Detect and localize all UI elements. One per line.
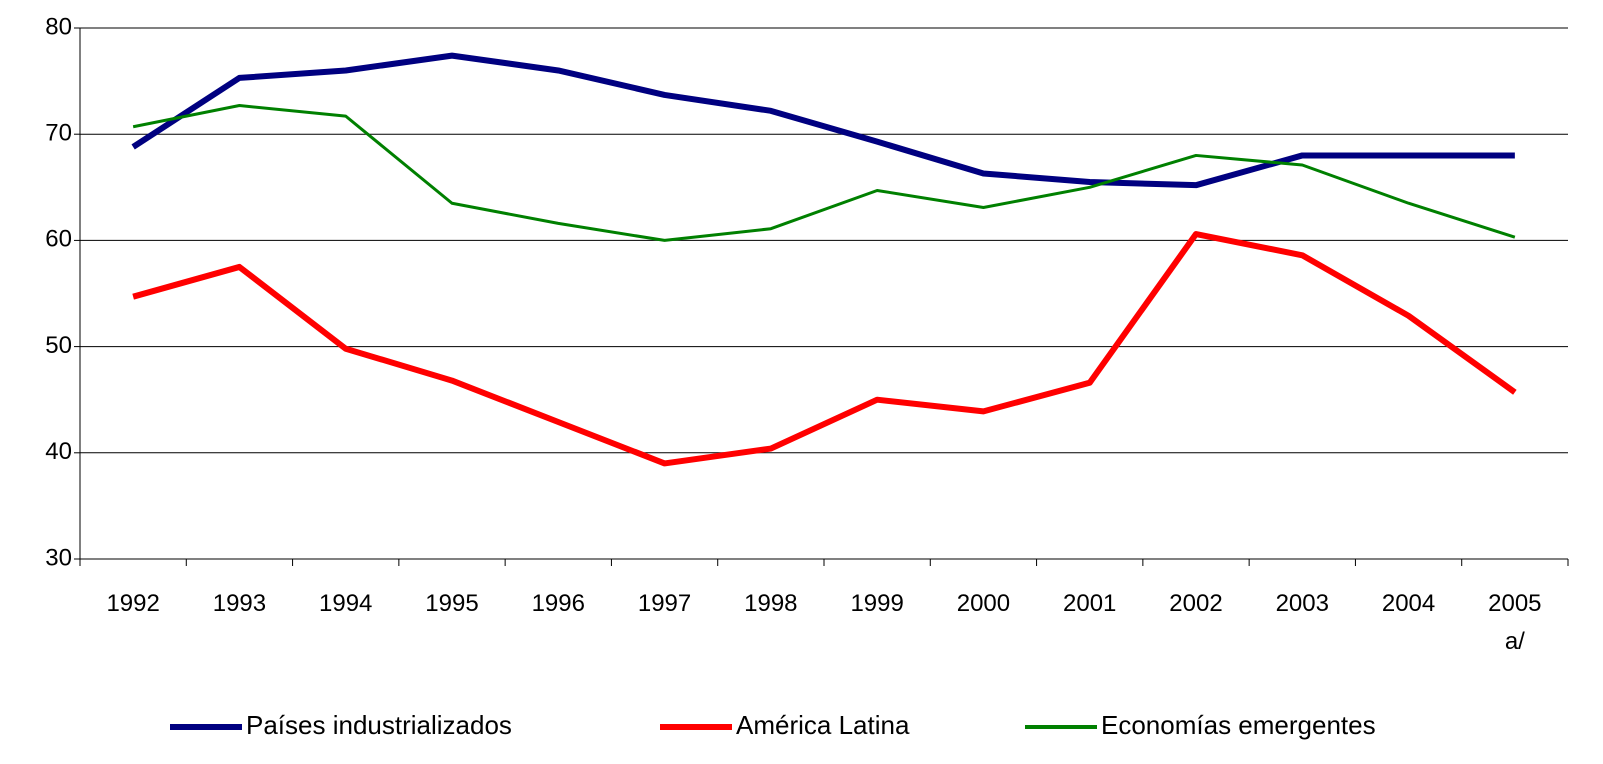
x-tick-label: 1994 <box>319 590 373 617</box>
series-line <box>132 104 1516 242</box>
x-tick-label: 1997 <box>637 590 692 617</box>
x-tick-label: 2001 <box>1063 590 1117 617</box>
y-tick-label: 60 <box>45 226 72 253</box>
series-line <box>132 231 1517 467</box>
legend-label: Países industrializados <box>246 710 512 740</box>
x-tick-label: 1995 <box>425 590 479 617</box>
legend-label: Economías emergentes <box>1101 710 1376 740</box>
x-tick-label: 1996 <box>531 590 585 617</box>
x-tick-label: 2004 <box>1381 590 1436 617</box>
x-tick-label: 1993 <box>212 590 267 617</box>
x-tick-label: 1999 <box>850 590 904 617</box>
series-line <box>131 52 1515 189</box>
x-tick-label: 2002 <box>1169 590 1223 617</box>
y-tick-label: 80 <box>45 13 72 40</box>
x-tick-label: 1998 <box>744 590 798 617</box>
x-tick-label: 1992 <box>106 590 160 617</box>
y-tick-label: 30 <box>45 544 72 571</box>
y-tick-label: 50 <box>45 332 72 359</box>
x-tick-label: 2000 <box>956 590 1011 617</box>
y-tick-label: 70 <box>45 120 72 147</box>
y-tick-label: 40 <box>45 438 72 465</box>
legend-label: América Latina <box>736 710 910 740</box>
x-tick-label: 2003 <box>1275 590 1329 617</box>
x-tick-label: 2005 a/ <box>1488 590 1542 655</box>
